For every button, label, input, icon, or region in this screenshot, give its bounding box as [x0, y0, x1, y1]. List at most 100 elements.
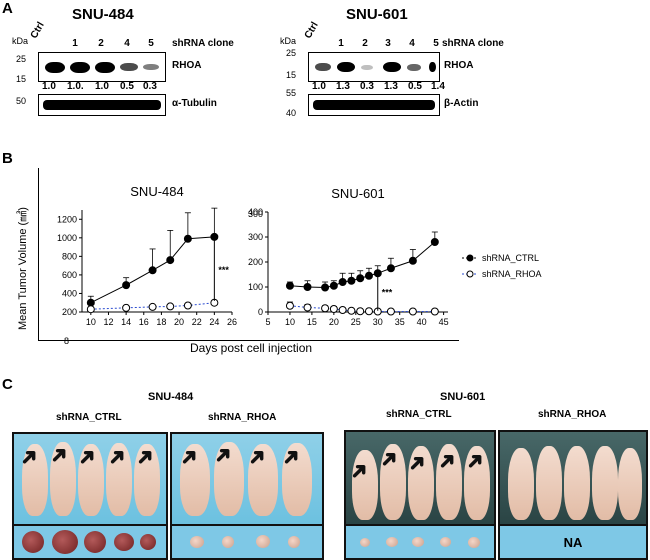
- lane-label: 5: [148, 38, 154, 49]
- y-tick-label: 300: [248, 232, 263, 242]
- y-tick-label: 100: [248, 282, 263, 292]
- data-point-ctrl: [122, 281, 131, 290]
- x-tick-label: 22: [192, 317, 202, 327]
- panel-a-left-title: SNU-484: [72, 6, 134, 23]
- data-point-ctrl: [166, 256, 175, 265]
- panel-a-letter: A: [2, 0, 13, 17]
- quant-value: 0.3: [360, 81, 374, 92]
- marker-15: 15: [286, 70, 297, 80]
- chart-title: SNU-601: [331, 186, 384, 201]
- data-point-rhoa: [386, 307, 395, 316]
- y-tick-label: 600: [62, 270, 77, 280]
- x-tick-label: 24: [209, 317, 219, 327]
- quant-value: 1.3: [336, 81, 350, 92]
- data-point-rhoa: [356, 307, 365, 316]
- actin-blot: [308, 94, 440, 116]
- x-tick-label: 20: [329, 317, 339, 327]
- mouse-photo-601-rhoa: [498, 430, 648, 526]
- data-point-ctrl: [364, 271, 373, 280]
- lane-label: 5: [433, 38, 439, 49]
- x-tick-label: 5: [265, 317, 270, 327]
- tumor-strip-601-rhoa: NA: [498, 524, 648, 560]
- mouse-photo-484-rhoa: ➜ ➜ ➜ ➜: [170, 432, 324, 526]
- mouse-photo-484-ctrl: ➜ ➜ ➜ ➜ ➜: [12, 432, 168, 526]
- data-point-ctrl: [303, 283, 312, 291]
- data-point-rhoa: [408, 307, 417, 316]
- data-point-rhoa: [338, 306, 347, 314]
- data-point-ctrl: [430, 238, 439, 246]
- x-tick-label: 14: [121, 317, 131, 327]
- data-point-ctrl: [321, 283, 330, 292]
- data-point-ctrl: [183, 234, 192, 243]
- data-point-rhoa: [166, 302, 175, 311]
- x-tick-label: 30: [373, 317, 383, 327]
- quant-value: 1.3: [384, 81, 398, 92]
- y-tick-label: 200: [62, 307, 77, 317]
- quant-value: 1.0: [312, 81, 326, 92]
- loading-control-label: α-Tubulin: [172, 98, 217, 109]
- data-point-rhoa: [364, 307, 373, 316]
- group-label: shRNA_RHOA: [208, 412, 277, 423]
- tubulin-blot: [38, 94, 166, 116]
- tumor-strip-484-rhoa: [170, 524, 324, 560]
- lane-labels-left: Ctrl 1 2 4 5: [29, 20, 166, 52]
- data-point-rhoa: [148, 302, 157, 311]
- marker-15: 15: [16, 74, 27, 84]
- data-point-rhoa: [122, 303, 131, 312]
- rhoa-blot-right: [308, 52, 440, 82]
- x-tick-label: 20: [174, 317, 184, 327]
- lane-label: 2: [362, 38, 368, 49]
- mouse-photo-601-ctrl: ➜ ➜ ➜ ➜ ➜: [344, 430, 496, 526]
- marker-25: 25: [286, 48, 297, 58]
- y-tick-label: 400: [248, 207, 263, 217]
- lane-label: 4: [409, 38, 415, 49]
- y-tick-label: 400: [62, 288, 77, 298]
- x-tick-label: 10: [86, 317, 96, 327]
- lane-label: 3: [385, 38, 391, 49]
- data-point-rhoa: [285, 301, 294, 310]
- chart-snu484: SNU-484 10 12 14 16 18 20 22 24 26 200 400 600 800 100…: [57, 184, 237, 327]
- data-point-ctrl: [356, 274, 365, 283]
- x-tick-label: 15: [307, 317, 317, 327]
- data-point-ctrl: [329, 281, 338, 290]
- quant-value: 1.0: [42, 81, 56, 92]
- significance-label: ***: [382, 288, 393, 298]
- y-tick-label: 300: [248, 209, 263, 219]
- group-label: shRNA_CTRL: [56, 412, 122, 423]
- loading-control-label: β-Actin: [444, 98, 479, 109]
- lane-label: 1: [72, 38, 78, 49]
- data-point-ctrl: [148, 266, 157, 275]
- lane-label: 2: [98, 38, 104, 49]
- data-point-rhoa: [321, 304, 330, 313]
- shrna-clone-label: shRNA clone: [172, 38, 234, 49]
- legend-marker: [466, 254, 474, 262]
- stray-label: 8: [64, 336, 70, 346]
- data-point-rhoa: [303, 303, 312, 312]
- y-tick-label: 200: [248, 257, 263, 267]
- panel-b-frame: [38, 168, 459, 341]
- data-point-rhoa: [430, 307, 439, 316]
- panel-b-letter: B: [2, 150, 13, 167]
- quant-value: 1.4: [431, 81, 445, 92]
- x-tick-label: 40: [417, 317, 427, 327]
- data-point-rhoa: [86, 305, 95, 314]
- x-axis-title: Days post cell injection: [190, 341, 313, 355]
- significance-label: ***: [218, 265, 229, 275]
- tumor-strip-601-ctrl: [344, 524, 496, 560]
- panel-a-right-title: SNU-601: [346, 6, 408, 23]
- rhoa-blot-left: [38, 52, 166, 82]
- tumor-strip-484-ctrl: [12, 524, 168, 560]
- x-tick-label: 26: [227, 317, 237, 327]
- legend-marker: [466, 270, 474, 278]
- marker-40: 40: [286, 108, 297, 118]
- quant-value: 1.0.: [67, 81, 84, 92]
- x-tick-label: 45: [439, 317, 449, 327]
- marker-50: 50: [16, 96, 27, 106]
- series-line-ctrl: [90, 236, 215, 304]
- data-point-rhoa: [347, 306, 356, 315]
- legend-label: shRNA_CTRL: [482, 253, 539, 263]
- x-tick-label: 16: [139, 317, 149, 327]
- data-point-ctrl: [338, 278, 347, 286]
- lane-labels-right: Ctrl 1 2 3 4 5: [303, 20, 446, 52]
